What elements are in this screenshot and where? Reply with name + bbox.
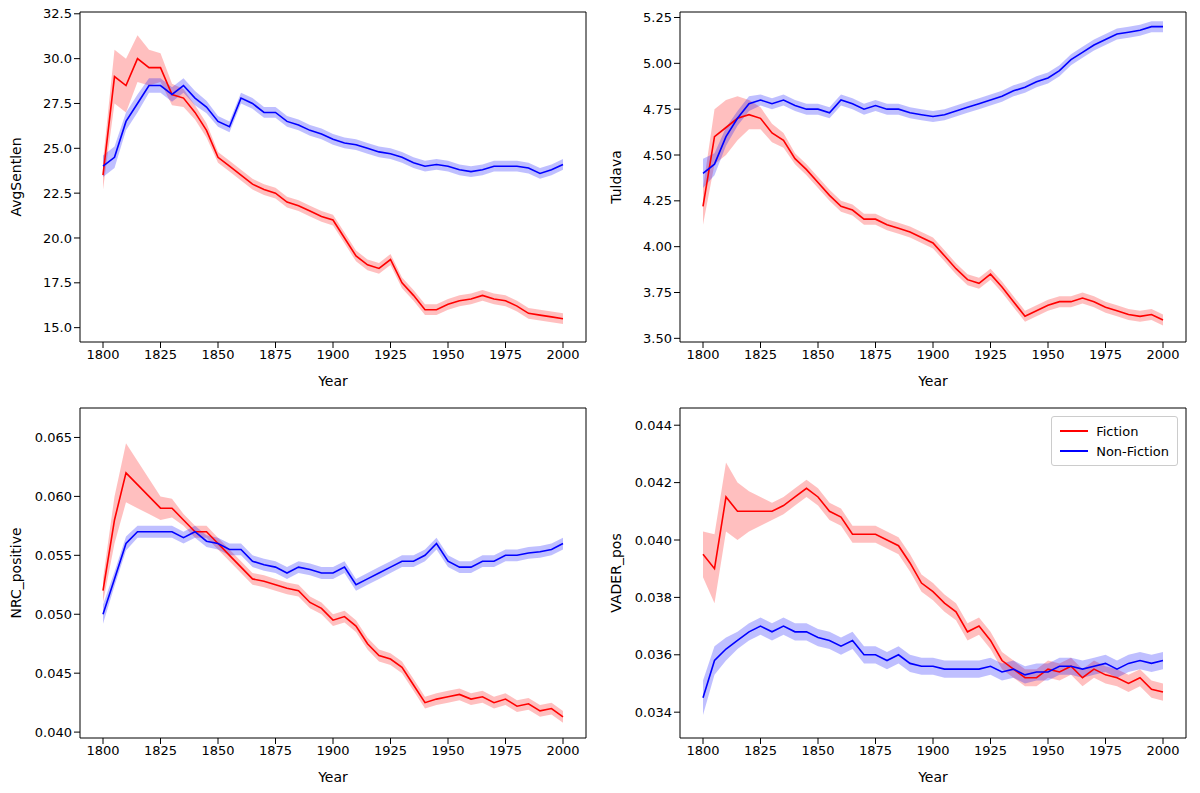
svg-text:5.00: 5.00 bbox=[643, 56, 672, 71]
svg-text:5.25: 5.25 bbox=[643, 10, 672, 25]
svg-text:1975: 1975 bbox=[1089, 347, 1122, 362]
svg-text:AvgSentlen: AvgSentlen bbox=[8, 137, 24, 216]
svg-text:1975: 1975 bbox=[489, 743, 522, 758]
svg-text:3.50: 3.50 bbox=[643, 331, 672, 346]
svg-text:1850: 1850 bbox=[201, 743, 234, 758]
svg-text:2000: 2000 bbox=[546, 743, 579, 758]
svg-text:1800: 1800 bbox=[86, 347, 119, 362]
svg-text:2000: 2000 bbox=[1146, 743, 1179, 758]
svg-text:Year: Year bbox=[317, 769, 348, 785]
svg-text:1925: 1925 bbox=[974, 347, 1007, 362]
svg-text:1825: 1825 bbox=[744, 347, 777, 362]
svg-text:1925: 1925 bbox=[374, 347, 407, 362]
html-text:Fiction: Fiction bbox=[1096, 423, 1139, 439]
svg-text:Year: Year bbox=[317, 373, 348, 389]
svg-text:1875: 1875 bbox=[859, 743, 892, 758]
svg-text:0.040: 0.040 bbox=[35, 725, 72, 740]
svg-text:0.034: 0.034 bbox=[635, 705, 672, 720]
svg-text:1900: 1900 bbox=[316, 347, 349, 362]
svg-text:NRC_positive: NRC_positive bbox=[8, 527, 24, 618]
svg-text:1900: 1900 bbox=[916, 347, 949, 362]
svg-text:4.25: 4.25 bbox=[643, 193, 672, 208]
svg-text:VADER_pos: VADER_pos bbox=[608, 533, 624, 612]
svg-text:2000: 2000 bbox=[546, 347, 579, 362]
svg-text:Year: Year bbox=[917, 769, 948, 785]
svg-text:1825: 1825 bbox=[144, 743, 177, 758]
svg-text:15.0: 15.0 bbox=[43, 320, 72, 335]
svg-text:0.065: 0.065 bbox=[35, 430, 72, 445]
svg-text:1950: 1950 bbox=[431, 347, 464, 362]
svg-text:Year: Year bbox=[917, 373, 948, 389]
svg-text:0.055: 0.055 bbox=[35, 548, 72, 563]
svg-text:20.0: 20.0 bbox=[43, 231, 72, 246]
svg-text:0.036: 0.036 bbox=[635, 647, 672, 662]
svg-text:1825: 1825 bbox=[744, 743, 777, 758]
svg-text:4.00: 4.00 bbox=[643, 239, 672, 254]
svg-text:1825: 1825 bbox=[144, 347, 177, 362]
svg-text:1800: 1800 bbox=[86, 743, 119, 758]
svg-text:0.038: 0.038 bbox=[635, 590, 672, 605]
svg-text:1875: 1875 bbox=[859, 347, 892, 362]
svg-text:1975: 1975 bbox=[489, 347, 522, 362]
svg-text:30.0: 30.0 bbox=[43, 51, 72, 66]
svg-text:1900: 1900 bbox=[916, 743, 949, 758]
svg-text:1950: 1950 bbox=[1031, 347, 1064, 362]
svg-text:1850: 1850 bbox=[801, 743, 834, 758]
svg-text:2000: 2000 bbox=[1146, 347, 1179, 362]
svg-text:0.050: 0.050 bbox=[35, 607, 72, 622]
svg-text:0.042: 0.042 bbox=[635, 475, 672, 490]
svg-text:22.5: 22.5 bbox=[43, 186, 72, 201]
svg-text:27.5: 27.5 bbox=[43, 96, 72, 111]
svg-text:1875: 1875 bbox=[259, 743, 292, 758]
svg-text:Tuldava: Tuldava bbox=[608, 150, 624, 205]
html-text:Non-Fiction: Non-Fiction bbox=[1096, 443, 1169, 459]
svg-text:1800: 1800 bbox=[686, 347, 719, 362]
svg-text:3.75: 3.75 bbox=[643, 285, 672, 300]
svg-text:25.0: 25.0 bbox=[43, 141, 72, 156]
svg-text:1900: 1900 bbox=[316, 743, 349, 758]
svg-text:1850: 1850 bbox=[801, 347, 834, 362]
svg-text:0.044: 0.044 bbox=[635, 418, 672, 433]
svg-text:0.045: 0.045 bbox=[35, 666, 72, 681]
svg-text:4.75: 4.75 bbox=[643, 102, 672, 117]
svg-text:1850: 1850 bbox=[201, 347, 234, 362]
svg-text:4.50: 4.50 bbox=[643, 148, 672, 163]
svg-text:1975: 1975 bbox=[1089, 743, 1122, 758]
svg-text:1800: 1800 bbox=[686, 743, 719, 758]
svg-text:17.5: 17.5 bbox=[43, 275, 72, 290]
svg-text:0.060: 0.060 bbox=[35, 489, 72, 504]
svg-text:1925: 1925 bbox=[374, 743, 407, 758]
svg-text:1875: 1875 bbox=[259, 347, 292, 362]
svg-text:32.5: 32.5 bbox=[43, 6, 72, 21]
svg-text:0.040: 0.040 bbox=[635, 533, 672, 548]
svg-text:1925: 1925 bbox=[974, 743, 1007, 758]
svg-text:1950: 1950 bbox=[1031, 743, 1064, 758]
svg-text:1950: 1950 bbox=[431, 743, 464, 758]
